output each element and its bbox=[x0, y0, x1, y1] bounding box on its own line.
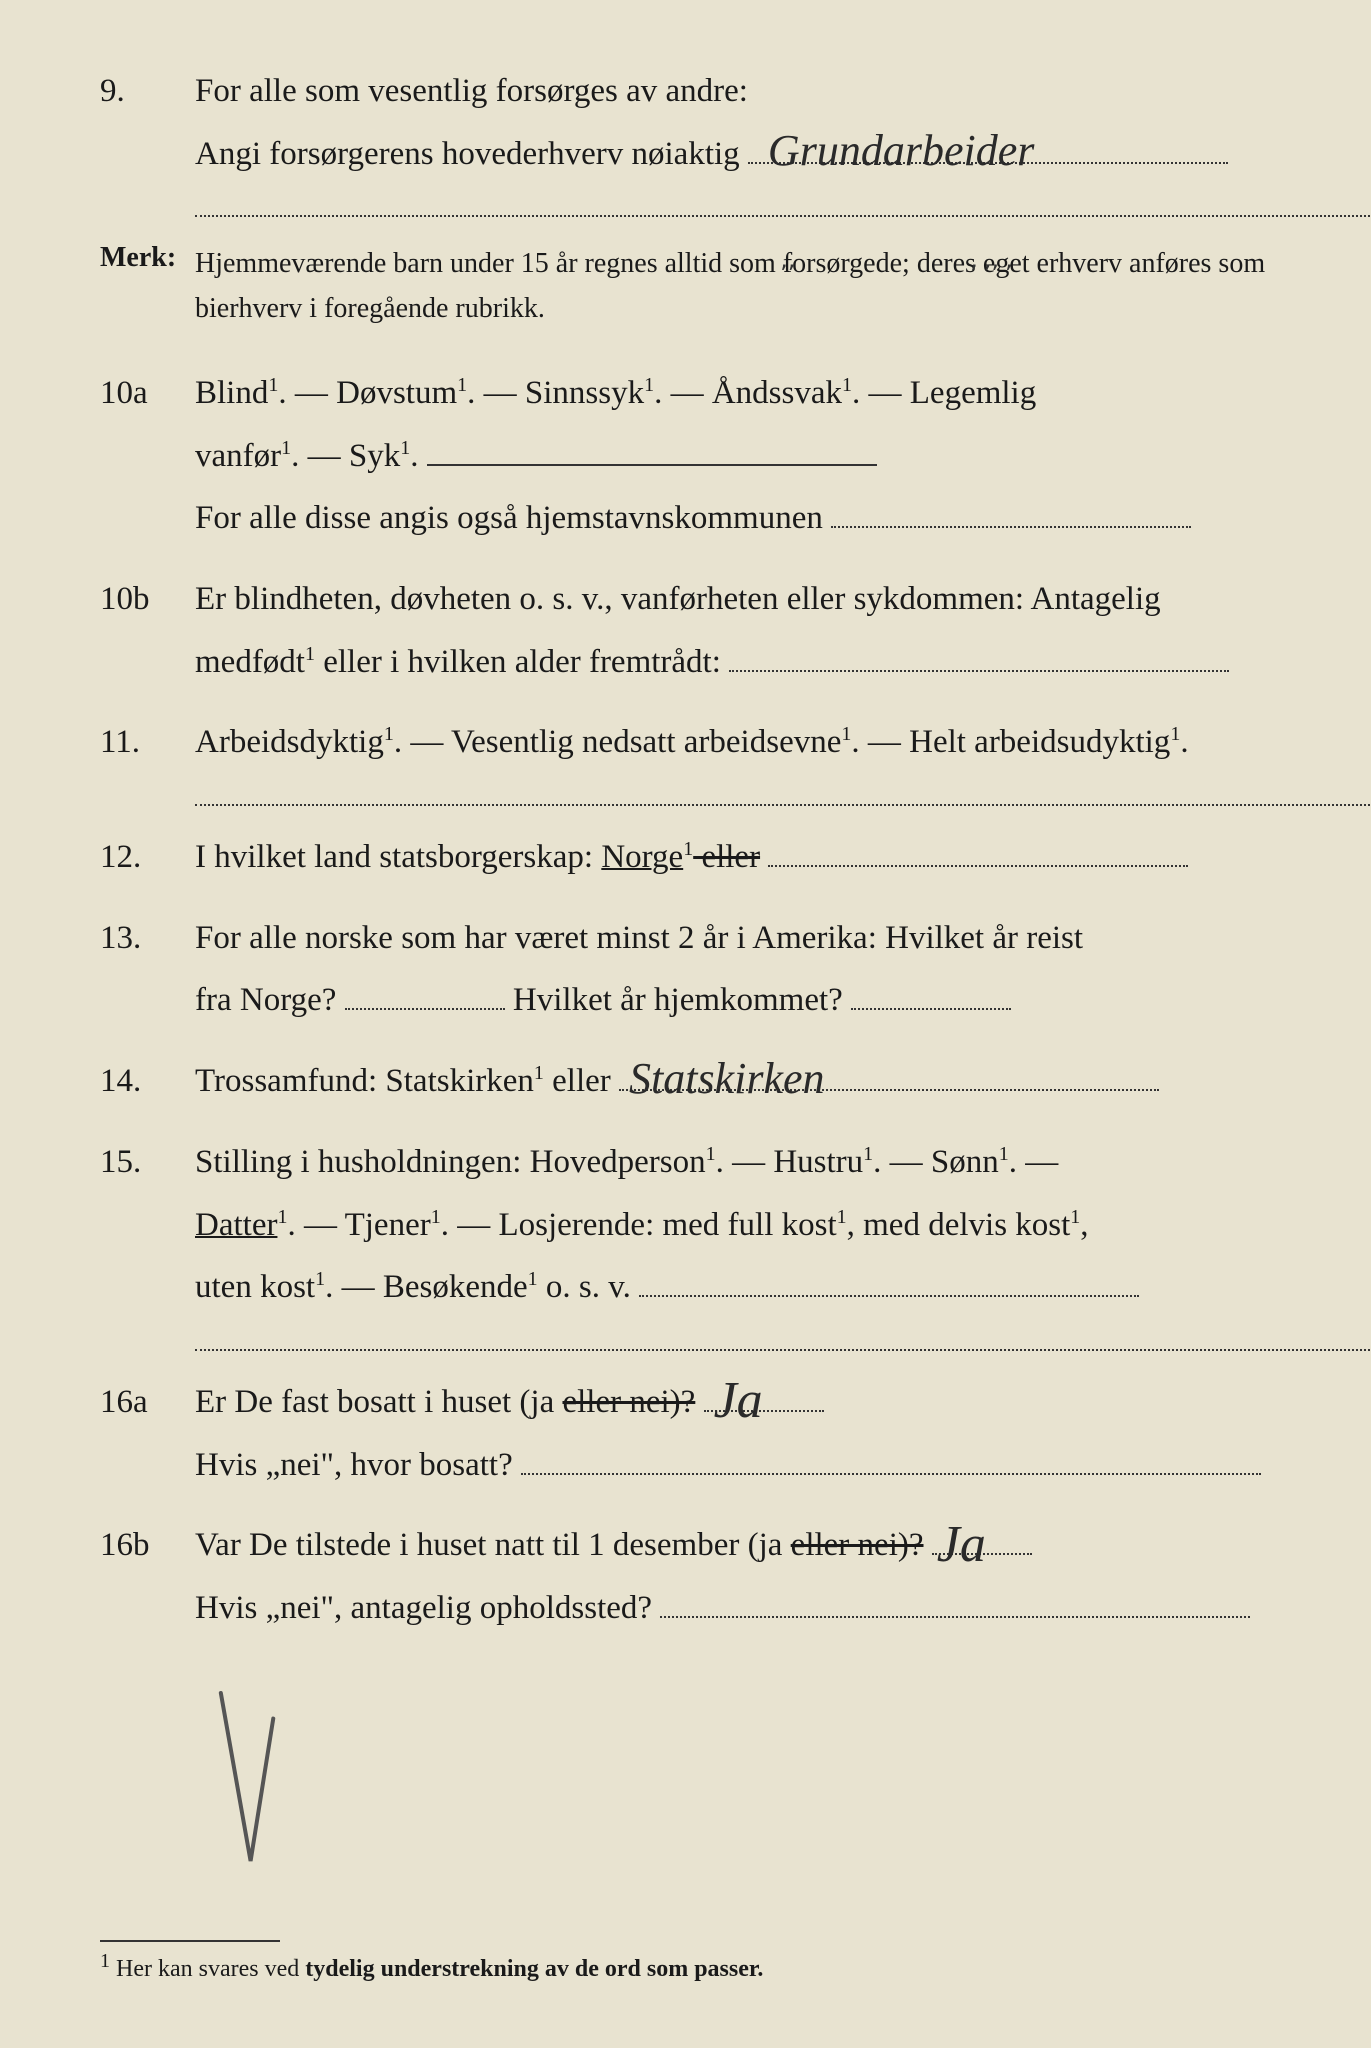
q13-fill-2 bbox=[851, 971, 1011, 1011]
question-9: 9. For alle som vesentlig forsørges av a… bbox=[100, 60, 1291, 185]
footnote-rule bbox=[100, 1940, 280, 1942]
q9-fill: Grundarbeider bbox=[748, 124, 1228, 164]
q14-number: 14. bbox=[100, 1050, 195, 1113]
footnote-text: Her kan svares ved tydelig understreknin… bbox=[116, 1956, 763, 1982]
q15-line3: uten kost1. — Besøkende1 o. s. v. bbox=[195, 1256, 1291, 1319]
q10b-line2: medfødt1 eller i hvilken alder fremtrådt… bbox=[195, 631, 1291, 694]
q16a-line2: Hvis „nei", hvor bosatt? bbox=[195, 1434, 1291, 1497]
q16a-number: 16a bbox=[100, 1371, 195, 1434]
question-10a: 10a Blind1. — Døvstum1. — Sinnssyk1. — Å… bbox=[100, 362, 1291, 550]
q10a-line2: vanfør1. — Syk1. bbox=[195, 425, 1291, 488]
divider-2 bbox=[195, 804, 1371, 806]
q12-eller-struck: eller bbox=[693, 839, 760, 875]
q10a-line3: For alle disse angis også hjemstavnskomm… bbox=[195, 487, 1291, 550]
q10a-number: 10a bbox=[100, 362, 195, 425]
q12-fill bbox=[768, 828, 1188, 868]
checkmark-icon bbox=[200, 1676, 320, 1917]
question-15: 15. Stilling i husholdningen: Hovedperso… bbox=[100, 1131, 1291, 1319]
q16b-struck: eller nei)? bbox=[791, 1527, 924, 1563]
q13-number: 13. bbox=[100, 907, 195, 970]
q9-number: 9. bbox=[100, 60, 195, 123]
q16a-line1: Er De fast bosatt i huset (ja eller nei)… bbox=[195, 1371, 1291, 1434]
q15-line2: Datter1. — Tjener1. — Losjerende: med fu… bbox=[195, 1194, 1291, 1257]
q10b-content: Er blindheten, døvheten o. s. v., vanfør… bbox=[195, 568, 1291, 693]
question-10b: 10b Er blindheten, døvheten o. s. v., va… bbox=[100, 568, 1291, 693]
merk-note: Merk: Hjemmeværende barn under 15 år reg… bbox=[100, 242, 1291, 332]
footnote-marker: 1 bbox=[100, 1950, 110, 1972]
divider-1 bbox=[195, 215, 1371, 217]
question-16a: 16a Er De fast bosatt i huset (ja eller … bbox=[100, 1371, 1291, 1496]
q15-line1: Stilling i husholdningen: Hovedperson1. … bbox=[195, 1131, 1291, 1194]
question-13: 13. For alle norske som har været minst … bbox=[100, 907, 1291, 1032]
q10a-line1: Blind1. — Døvstum1. — Sinnssyk1. — Åndss… bbox=[195, 362, 1291, 425]
q10b-line1: Er blindheten, døvheten o. s. v., vanfør… bbox=[195, 568, 1291, 631]
q9-content: For alle som vesentlig forsørges av andr… bbox=[195, 60, 1291, 185]
question-14: 14. Trossamfund: Statskirken1 eller Stat… bbox=[100, 1050, 1291, 1113]
q12-norge: Norge bbox=[601, 839, 683, 875]
question-16b: 16b Var De tilstede i huset natt til 1 d… bbox=[100, 1514, 1291, 1639]
q16a-fill-2 bbox=[521, 1435, 1261, 1475]
q16b-line2: Hvis „nei", antagelig opholdssted? bbox=[195, 1577, 1291, 1640]
footnote: 1 Her kan svares ved tydelig understrekn… bbox=[100, 1950, 1291, 1983]
q16a-struck: eller nei)? bbox=[562, 1384, 695, 1420]
question-12: 12. I hvilket land statsborgerskap: Norg… bbox=[100, 826, 1291, 889]
q10a-fill-1 bbox=[427, 426, 877, 466]
q15-number: 15. bbox=[100, 1131, 195, 1194]
q13-fill-1 bbox=[345, 971, 505, 1011]
q16b-number: 16b bbox=[100, 1514, 195, 1577]
q15-datter: Datter bbox=[195, 1207, 277, 1243]
q10a-fill-2 bbox=[831, 489, 1191, 529]
q12-number: 12. bbox=[100, 826, 195, 889]
q13-line2: fra Norge? Hvilket år hjemkommet? bbox=[195, 969, 1291, 1032]
merk-text: Hjemmeværende barn under 15 år regnes al… bbox=[195, 242, 1291, 332]
q16b-fill-2 bbox=[660, 1578, 1250, 1618]
q13-content: For alle norske som har været minst 2 år… bbox=[195, 907, 1291, 1032]
q14-content: Trossamfund: Statskirken1 eller Statskir… bbox=[195, 1050, 1291, 1113]
q13-line1: For alle norske som har været minst 2 år… bbox=[195, 907, 1291, 970]
form-page: 9. For alle som vesentlig forsørges av a… bbox=[100, 60, 1291, 2008]
q16a-fill-1: Ja bbox=[704, 1372, 824, 1412]
question-11: 11. Arbeidsdyktig1. — Vesentlig nedsatt … bbox=[100, 711, 1291, 774]
q15-fill bbox=[639, 1258, 1139, 1298]
tick-marks-1: ٬٬ bbox=[780, 260, 795, 289]
q9-handwritten: Grundarbeider bbox=[768, 109, 1034, 193]
q16b-line1: Var De tilstede i huset natt til 1 desem… bbox=[195, 1514, 1291, 1577]
q16b-content: Var De tilstede i huset natt til 1 desem… bbox=[195, 1514, 1291, 1639]
q9-line2: Angi forsørgerens hovederhverv nøiaktig … bbox=[195, 123, 1291, 186]
q14-fill: Statskirken bbox=[619, 1052, 1159, 1092]
q9-line2-prefix: Angi forsørgerens hovederhverv nøiaktig bbox=[195, 136, 740, 172]
q11-content: Arbeidsdyktig1. — Vesentlig nedsatt arbe… bbox=[195, 711, 1291, 774]
q10a-content: Blind1. — Døvstum1. — Sinnssyk1. — Åndss… bbox=[195, 362, 1291, 550]
q15-content: Stilling i husholdningen: Hovedperson1. … bbox=[195, 1131, 1291, 1319]
merk-label: Merk: bbox=[100, 242, 195, 332]
q9-line1: For alle som vesentlig forsørges av andr… bbox=[195, 60, 1291, 123]
q12-content: I hvilket land statsborgerskap: Norge1 e… bbox=[195, 826, 1291, 889]
q10b-number: 10b bbox=[100, 568, 195, 631]
q11-number: 11. bbox=[100, 711, 195, 774]
tick-marks-2: ٬ ٬٬ ٬ bbox=[970, 260, 1013, 289]
divider-3 bbox=[195, 1349, 1371, 1351]
q16b-fill-1: Ja bbox=[932, 1516, 1032, 1556]
q14-handwritten: Statskirken bbox=[629, 1037, 825, 1121]
q10b-fill bbox=[729, 632, 1229, 672]
q16a-content: Er De fast bosatt i huset (ja eller nei)… bbox=[195, 1371, 1291, 1496]
